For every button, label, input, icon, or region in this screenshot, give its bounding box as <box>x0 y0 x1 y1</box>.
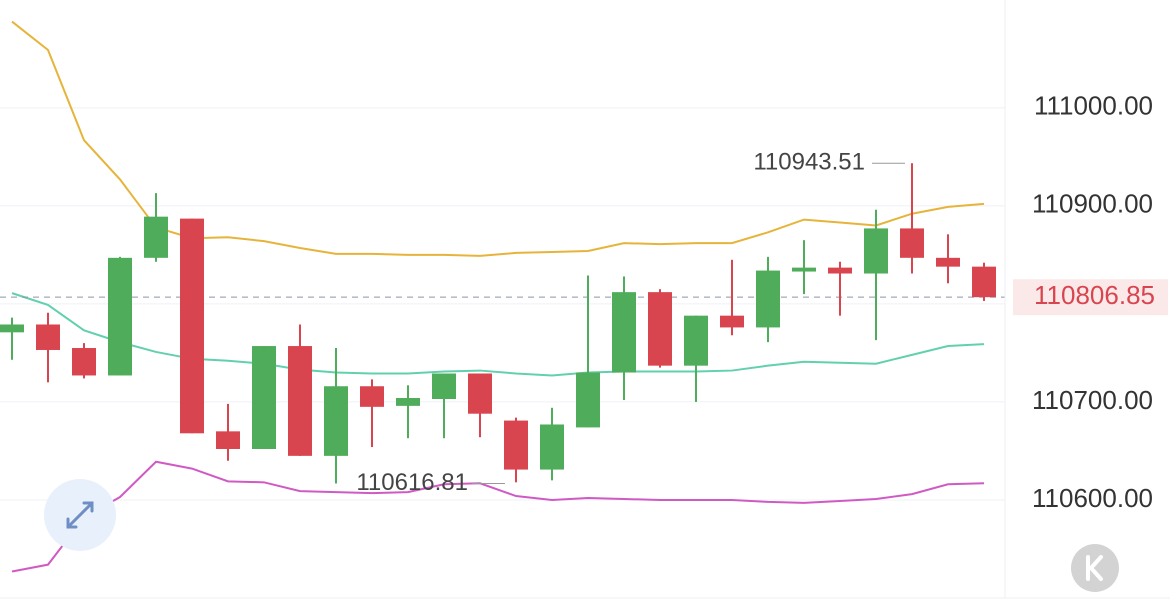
candle-body <box>612 292 636 373</box>
candle-body <box>576 372 600 428</box>
kline-icon <box>1086 555 1103 581</box>
low-annotation: 110616.81 <box>356 469 468 496</box>
candle-body <box>108 257 132 376</box>
y-tick-label: 111000.00 <box>1034 91 1153 121</box>
candle-body <box>864 228 888 274</box>
plot: 110600.00110700.00110800.00110900.001110… <box>0 20 1168 573</box>
candle-body <box>396 398 420 406</box>
expand-icon <box>66 501 94 529</box>
y-tick-label: 110900.00 <box>1032 189 1153 219</box>
candle-body <box>0 324 24 333</box>
candle-body <box>144 216 168 258</box>
expand-button[interactable] <box>44 479 116 551</box>
y-tick-label: 110700.00 <box>1032 385 1153 415</box>
last-price-label: 110806.85 <box>1034 280 1155 310</box>
candle-body <box>504 420 528 470</box>
candle-body <box>936 257 960 267</box>
candle-body <box>36 324 60 350</box>
candle-body <box>432 373 456 399</box>
candle-body <box>72 348 96 376</box>
candle-body <box>324 386 348 456</box>
candle-body <box>684 315 708 366</box>
candle-body <box>756 270 780 328</box>
candle-body <box>216 431 240 449</box>
candle-body <box>648 292 672 366</box>
candle-body <box>252 346 276 449</box>
high-annotation: 110943.51 <box>753 149 865 176</box>
candle-body <box>792 267 816 272</box>
candle-body <box>288 346 312 456</box>
candle-body <box>540 424 564 470</box>
candle-body <box>360 386 384 407</box>
candle-body <box>180 218 204 434</box>
last-price-bg <box>1013 279 1168 316</box>
band-line <box>11 460 985 573</box>
candle-body <box>972 266 996 298</box>
y-tick-label: 110600.00 <box>1032 483 1153 513</box>
kline-circle <box>1071 544 1119 592</box>
candle-body <box>468 373 492 414</box>
kline-button[interactable] <box>1071 544 1119 592</box>
candle-body <box>720 315 744 328</box>
band-line <box>11 20 985 257</box>
candle-body <box>900 228 924 258</box>
band-line <box>11 292 985 377</box>
candle-body <box>828 267 852 274</box>
